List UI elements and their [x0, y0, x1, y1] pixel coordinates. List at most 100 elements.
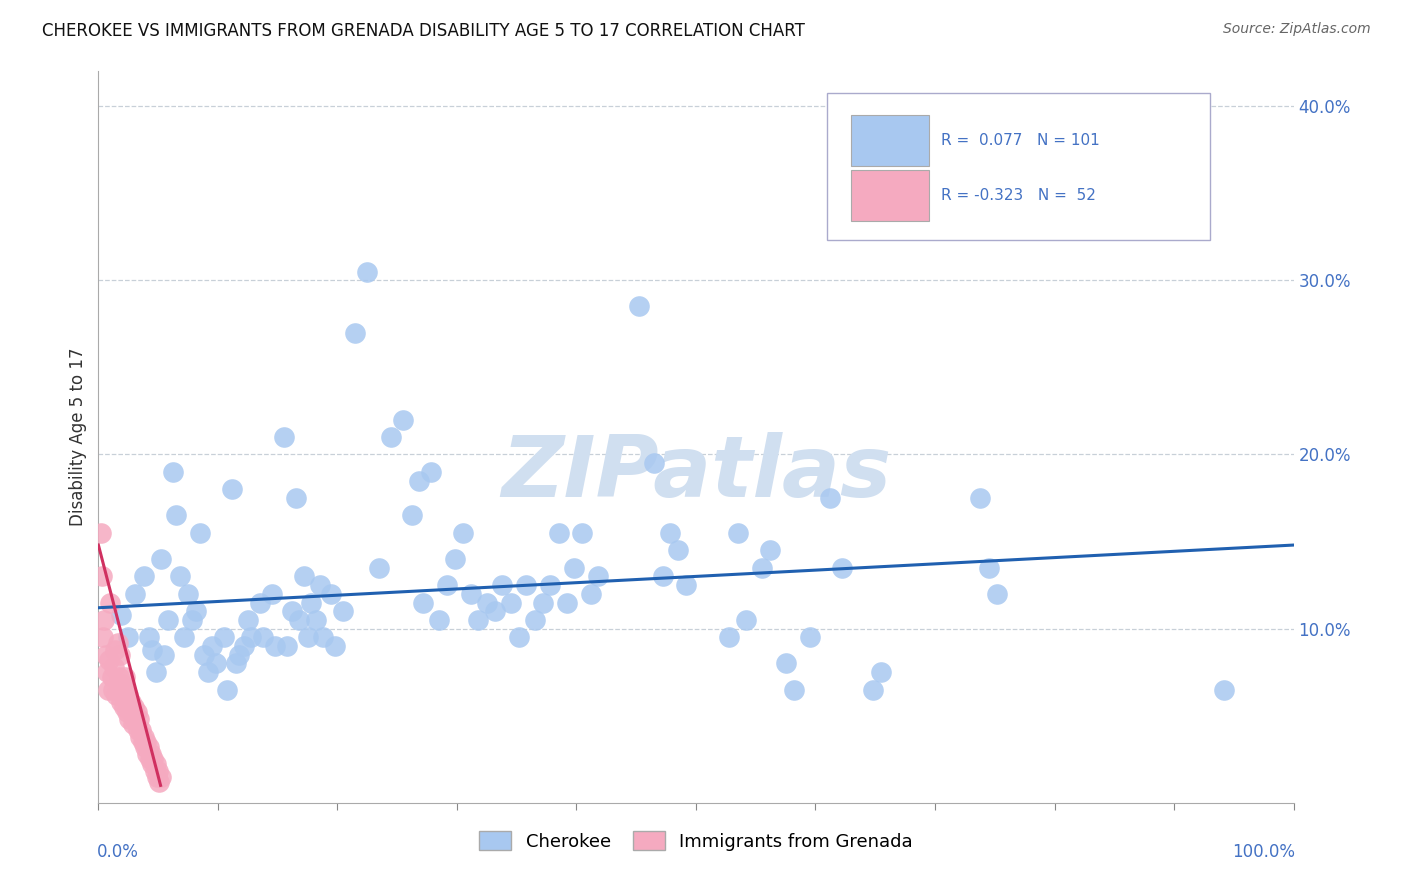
Point — [141, 642, 163, 657]
Point — [153, 648, 176, 662]
Point — [146, 770, 169, 784]
Point — [862, 682, 884, 697]
Point — [288, 613, 311, 627]
Point — [145, 757, 167, 772]
Point — [149, 770, 172, 784]
Point — [142, 752, 165, 766]
Point — [783, 682, 806, 697]
Point — [165, 508, 187, 523]
Point — [201, 639, 224, 653]
FancyBboxPatch shape — [852, 115, 929, 167]
Point — [149, 552, 172, 566]
Point — [128, 712, 150, 726]
Text: ZIPatlas: ZIPatlas — [501, 432, 891, 516]
Point — [818, 491, 841, 505]
Point — [368, 560, 391, 574]
Point — [475, 595, 498, 609]
Point — [401, 508, 423, 523]
Point — [131, 723, 153, 737]
Point — [484, 604, 506, 618]
Point — [332, 604, 354, 618]
Point — [1213, 682, 1236, 697]
Text: Source: ZipAtlas.com: Source: ZipAtlas.com — [1223, 22, 1371, 37]
Point — [124, 700, 146, 714]
Point — [96, 665, 118, 680]
Point — [115, 682, 138, 697]
Point — [643, 456, 665, 470]
Point — [188, 525, 211, 540]
Point — [436, 578, 458, 592]
Text: R = -0.323   N =  52: R = -0.323 N = 52 — [941, 188, 1095, 203]
Point — [718, 631, 741, 645]
Point — [759, 543, 782, 558]
Point — [110, 607, 132, 622]
FancyBboxPatch shape — [827, 94, 1209, 240]
Point — [284, 491, 307, 505]
Point — [531, 595, 554, 609]
Point — [727, 525, 749, 540]
Point — [308, 578, 330, 592]
Point — [103, 660, 125, 674]
Point — [107, 635, 129, 649]
Point — [117, 631, 139, 645]
Point — [508, 631, 530, 645]
Point — [467, 613, 489, 627]
Point — [93, 613, 115, 627]
Point — [571, 525, 593, 540]
Point — [117, 688, 139, 702]
Point — [143, 764, 166, 779]
Point — [177, 587, 200, 601]
Point — [97, 682, 120, 697]
Point — [141, 757, 163, 772]
Legend: Cherokee, Immigrants from Grenada: Cherokee, Immigrants from Grenada — [470, 822, 922, 860]
Point — [260, 587, 283, 601]
Point — [412, 595, 434, 609]
Point — [197, 665, 219, 680]
Point — [148, 775, 170, 789]
Point — [443, 552, 465, 566]
Point — [162, 465, 184, 479]
Point — [118, 712, 141, 726]
Point — [94, 648, 117, 662]
Point — [98, 653, 121, 667]
Point — [312, 631, 335, 645]
Point — [870, 665, 893, 680]
Point — [138, 740, 160, 755]
Point — [138, 631, 160, 645]
Point — [977, 560, 1000, 574]
Point — [127, 723, 149, 737]
Point — [108, 648, 131, 662]
Point — [233, 639, 256, 653]
Point — [427, 613, 450, 627]
Point — [125, 705, 148, 719]
Point — [419, 465, 441, 479]
Point — [491, 578, 513, 592]
Point — [180, 613, 202, 627]
Point — [658, 525, 681, 540]
Point — [675, 578, 697, 592]
Point — [831, 560, 853, 574]
Point — [323, 639, 346, 653]
Point — [499, 595, 522, 609]
Point — [148, 764, 170, 779]
Point — [281, 604, 304, 618]
Point — [392, 412, 415, 426]
Point — [579, 587, 602, 601]
Point — [217, 682, 239, 697]
Point — [555, 595, 578, 609]
Point — [380, 430, 402, 444]
Point — [124, 712, 146, 726]
Point — [408, 474, 430, 488]
Point — [111, 677, 134, 691]
Point — [225, 657, 247, 671]
Point — [132, 730, 155, 744]
Point — [212, 631, 235, 645]
Point — [228, 648, 250, 662]
Point — [240, 631, 263, 645]
Point — [651, 569, 673, 583]
Point — [145, 665, 167, 680]
Point — [114, 670, 136, 684]
Point — [169, 569, 191, 583]
Point — [515, 578, 537, 592]
Point — [460, 587, 482, 601]
